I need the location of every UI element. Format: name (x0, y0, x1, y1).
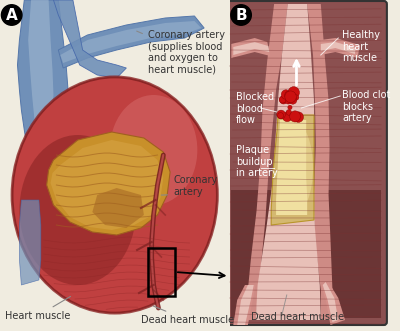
Polygon shape (321, 282, 345, 325)
Text: Blocked
blood
flow: Blocked blood flow (236, 92, 274, 125)
Polygon shape (0, 0, 230, 331)
Circle shape (294, 95, 299, 100)
Polygon shape (233, 285, 256, 325)
Ellipse shape (20, 135, 136, 285)
Polygon shape (54, 0, 126, 78)
Text: B: B (235, 8, 247, 23)
Circle shape (285, 91, 292, 99)
Polygon shape (233, 42, 269, 55)
Text: A: A (6, 8, 18, 23)
Polygon shape (321, 42, 356, 54)
Polygon shape (58, 16, 204, 68)
Polygon shape (47, 132, 170, 235)
Bar (148, 248, 175, 296)
Polygon shape (92, 188, 144, 228)
Circle shape (280, 96, 288, 104)
Polygon shape (245, 4, 288, 320)
Polygon shape (231, 38, 270, 58)
Polygon shape (18, 0, 70, 180)
Text: Heart muscle: Heart muscle (5, 297, 70, 321)
Polygon shape (323, 282, 338, 322)
Circle shape (290, 111, 300, 122)
Text: Coronary
artery: Coronary artery (161, 175, 217, 197)
Circle shape (289, 93, 294, 99)
Circle shape (293, 112, 304, 122)
Circle shape (285, 91, 296, 103)
Polygon shape (231, 190, 381, 318)
Polygon shape (271, 115, 314, 225)
Circle shape (279, 96, 286, 103)
Text: Blood clot
blocks
artery: Blood clot blocks artery (342, 90, 390, 123)
Circle shape (289, 96, 297, 104)
Ellipse shape (110, 95, 197, 205)
Text: Dead heart muscle: Dead heart muscle (141, 306, 234, 325)
Circle shape (277, 110, 285, 119)
Ellipse shape (13, 77, 217, 312)
Polygon shape (60, 21, 201, 63)
Polygon shape (237, 285, 254, 325)
Polygon shape (20, 200, 41, 285)
Circle shape (281, 90, 290, 99)
Circle shape (286, 110, 292, 115)
Polygon shape (256, 4, 321, 320)
Circle shape (282, 112, 292, 122)
Polygon shape (307, 4, 334, 320)
Polygon shape (50, 140, 163, 230)
Circle shape (290, 94, 294, 99)
Polygon shape (276, 120, 307, 215)
FancyBboxPatch shape (226, 1, 387, 325)
Text: Healthy
heart
muscle: Healthy heart muscle (342, 30, 380, 63)
Circle shape (288, 105, 292, 110)
Polygon shape (28, 0, 54, 165)
Text: Plaque
buildup
in artery: Plaque buildup in artery (236, 145, 278, 178)
Circle shape (284, 95, 293, 104)
Ellipse shape (278, 123, 313, 213)
Circle shape (278, 113, 284, 119)
Text: Dead heart muscle: Dead heart muscle (251, 312, 344, 322)
Text: Coronary artery
(supplies blood
and oxygen to
heart muscle): Coronary artery (supplies blood and oxyg… (137, 30, 225, 75)
Polygon shape (321, 38, 360, 58)
Circle shape (288, 87, 300, 98)
